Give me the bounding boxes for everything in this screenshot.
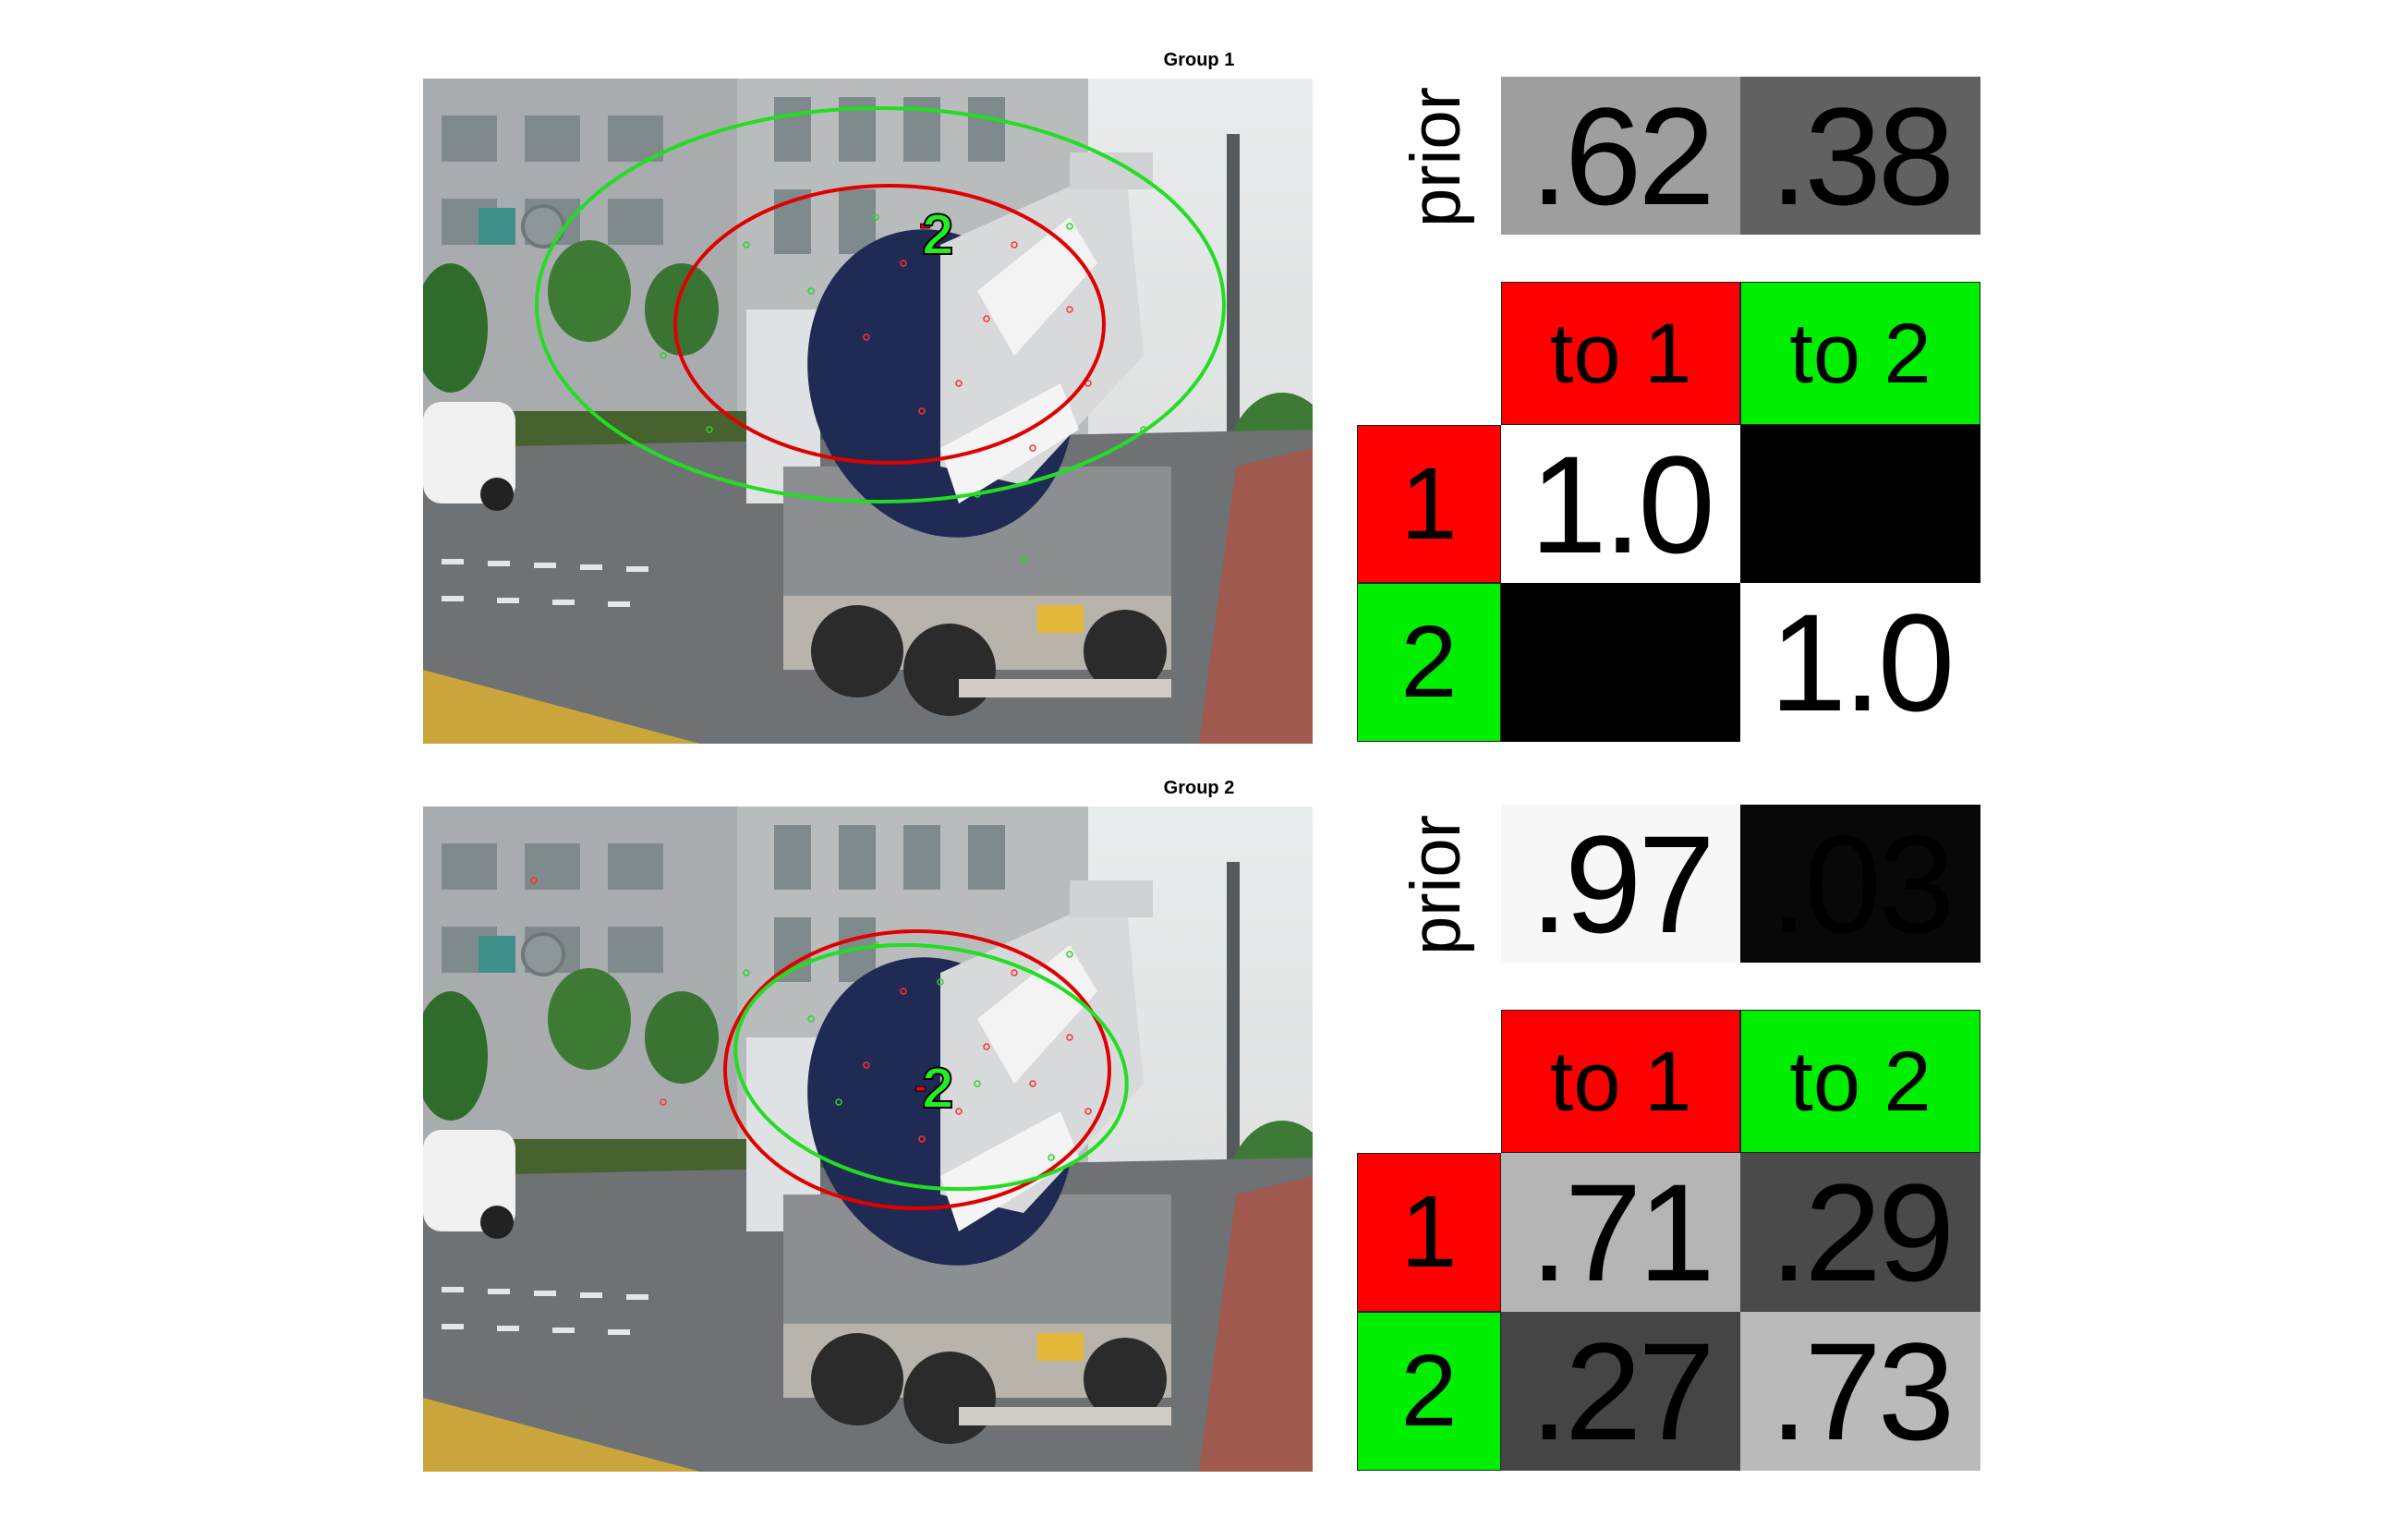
- group2-title: Group 2: [1163, 778, 1235, 798]
- group1-prior-2: .38: [1740, 77, 1980, 235]
- group1-prior-label: prior: [1396, 86, 1475, 228]
- group2-scene: - 2: [423, 806, 1313, 1472]
- group1-prior-1: .62: [1501, 77, 1740, 235]
- group1-cluster1-ellipse: [673, 184, 1106, 465]
- group1-marker-label: 2: [922, 203, 953, 267]
- group1-header-to1: to 1: [1501, 282, 1740, 425]
- group2-rowlabel-2: 2: [1357, 1312, 1501, 1471]
- group1-cell-1-1: 1.0: [1501, 425, 1740, 583]
- group2-photo: - 2: [423, 806, 1313, 1472]
- group2-cluster1-ellipse: [723, 929, 1111, 1210]
- group2-header-to2: to 2: [1740, 1010, 1980, 1153]
- group1-marker-1: -: [919, 203, 931, 244]
- group2-cell-1-1: .71: [1501, 1153, 1740, 1312]
- group1-header-to2: to 2: [1740, 282, 1980, 425]
- group2-rowlabel-1: 1: [1357, 1153, 1501, 1312]
- group2-cell-2-1: .27: [1501, 1312, 1740, 1471]
- group2-prior-label: prior: [1396, 814, 1475, 956]
- group2-prior-2: .03: [1740, 805, 1980, 963]
- group2-marker-label: 2: [922, 1057, 953, 1121]
- group1-rowlabel-2: 2: [1357, 583, 1501, 742]
- group2-prior-1: .97: [1501, 805, 1740, 963]
- group1-scene: - 2: [423, 79, 1313, 744]
- group1-cell-1-2: [1740, 425, 1980, 583]
- group2-header-to1: to 1: [1501, 1010, 1740, 1153]
- group2-cell-1-2: .29: [1740, 1153, 1980, 1312]
- group1-cell-2-1: [1501, 583, 1740, 742]
- group2-cluster2-ellipse: [733, 942, 1129, 1192]
- group1-rowlabel-1: 1: [1357, 425, 1501, 583]
- group2-cell-2-2: .73: [1740, 1312, 1980, 1471]
- group1-photo: - 2: [423, 79, 1313, 744]
- group1-cell-2-2: 1.0: [1740, 583, 1980, 742]
- group1-cluster2-ellipse: [535, 106, 1226, 503]
- group1-title: Group 1: [1163, 50, 1235, 70]
- group2-marker-1: -: [914, 1066, 927, 1107]
